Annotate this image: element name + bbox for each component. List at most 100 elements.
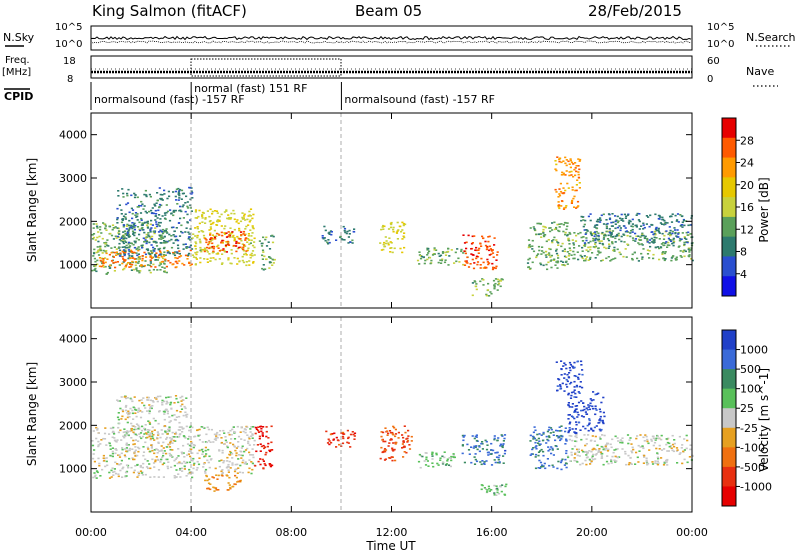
heatmap-cell: [646, 438, 649, 441]
heatmap-cell: [463, 250, 466, 252]
heatmap-cell: [268, 248, 272, 250]
heatmap-cell: [159, 218, 162, 220]
heatmap-cell: [193, 462, 196, 465]
heatmap-cell: [140, 429, 144, 432]
heatmap-cell: [172, 253, 175, 255]
heatmap-cell: [641, 256, 644, 258]
heatmap-cell: [616, 215, 619, 218]
heatmap-cell: [173, 254, 177, 257]
heatmap-cell: [663, 259, 666, 262]
heatmap-cell: [402, 222, 405, 225]
heatmap-cell: [255, 428, 258, 431]
heatmap-cell: [249, 254, 252, 256]
heatmap-cell: [426, 258, 429, 261]
heatmap-cell: [230, 438, 233, 440]
noise-box: [90, 25, 693, 51]
heatmap-cell: [130, 257, 133, 259]
heatmap-cell: [663, 461, 666, 463]
heatmap-cell: [496, 461, 499, 464]
heatmap-cell: [393, 426, 396, 429]
heatmap-cell: [536, 433, 539, 436]
heatmap-cell: [542, 234, 545, 236]
heatmap-cell: [576, 454, 579, 457]
heatmap-cell: [568, 361, 572, 364]
heatmap-cell: [148, 423, 152, 425]
heatmap-cell: [226, 446, 229, 449]
heatmap-cell: [198, 428, 201, 431]
heatmap-cell: [401, 229, 404, 231]
heatmap-cell: [166, 197, 169, 200]
heatmap-cell: [531, 448, 534, 451]
heatmap-cell: [656, 463, 660, 466]
heatmap-cell: [267, 437, 270, 439]
heatmap-cell: [532, 431, 535, 434]
heatmap-cell: [205, 441, 209, 444]
heatmap-cell: [122, 235, 125, 237]
heatmap-cell: [391, 251, 394, 254]
heatmap-cell: [582, 450, 585, 453]
heatmap-cell: [151, 207, 154, 209]
heatmap-cell: [190, 263, 193, 266]
heatmap-cell: [335, 446, 338, 448]
heatmap-cell: [209, 234, 212, 236]
heatmap-cell: [105, 457, 108, 459]
heatmap-cell: [566, 455, 569, 458]
heatmap-cell: [133, 432, 136, 435]
colorbar-tick-label: 500: [740, 363, 761, 376]
heatmap-cell: [227, 463, 230, 466]
heatmap-cell: [148, 235, 151, 238]
heatmap-cell: [144, 210, 147, 213]
heatmap-cell: [91, 238, 95, 240]
heatmap-cell: [138, 426, 141, 428]
heatmap-cell: [163, 413, 166, 415]
heatmap-cell: [646, 463, 649, 466]
heatmap-cell: [580, 409, 583, 412]
heatmap-cell: [133, 228, 136, 231]
heatmap-cell: [341, 238, 344, 241]
heatmap-cell: [204, 479, 207, 482]
heatmap-cell: [98, 245, 102, 248]
heatmap-cell: [155, 398, 158, 400]
heatmap-cell: [143, 241, 146, 243]
heatmap-cell: [168, 446, 172, 448]
heatmap-cell: [139, 464, 142, 467]
heatmap-cell: [159, 461, 162, 463]
heatmap-cell: [130, 466, 133, 469]
heatmap-cell: [252, 261, 255, 263]
heatmap-cell: [91, 444, 95, 447]
heatmap-cell: [244, 239, 247, 241]
heatmap-cell: [124, 233, 127, 235]
heatmap-cell: [239, 220, 243, 223]
y-tick-label: 2000: [59, 419, 87, 432]
heatmap-cell: [627, 221, 630, 224]
heatmap-cell: [237, 441, 240, 443]
heatmap-cell: [585, 456, 588, 459]
heatmap-cell: [390, 456, 393, 458]
heatmap-cell: [130, 437, 133, 439]
heatmap-cell: [498, 279, 501, 282]
heatmap-cell: [583, 229, 586, 231]
heatmap-cell: [687, 248, 690, 251]
heatmap-cell: [688, 251, 691, 253]
heatmap-cell: [149, 238, 152, 240]
heatmap-cell: [156, 431, 159, 433]
heatmap-cell: [573, 396, 576, 398]
heatmap-cell: [155, 396, 158, 399]
heatmap-cell: [666, 244, 669, 246]
heatmap-cell: [173, 230, 176, 233]
heatmap-cell: [663, 252, 667, 255]
heatmap-cell: [204, 449, 207, 452]
heatmap-cell: [116, 416, 120, 419]
heatmap-cell: [592, 399, 595, 401]
heatmap-cell: [102, 454, 105, 457]
heatmap-cell: [556, 223, 559, 226]
heatmap-cell: [216, 220, 219, 222]
heatmap-cell: [180, 230, 183, 233]
heatmap-cell: [159, 229, 162, 232]
heatmap-cell: [681, 215, 684, 217]
heatmap-cell: [189, 198, 192, 201]
heatmap-cell: [168, 233, 171, 236]
heatmap-cell: [206, 426, 209, 429]
heatmap-cell: [576, 251, 579, 253]
heatmap-cell: [556, 260, 559, 262]
